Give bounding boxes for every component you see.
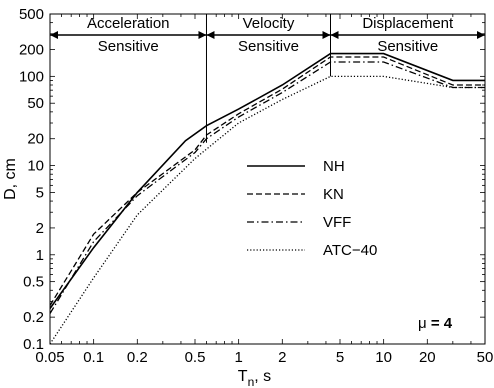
y-tick-label: 1	[36, 247, 44, 264]
y-tick-label: 0.5	[23, 274, 44, 291]
y-tick-label: 500	[19, 6, 44, 23]
plot-frame	[49, 13, 486, 345]
x-tick-label: 0.5	[185, 349, 206, 366]
region-arrowhead	[477, 31, 485, 39]
x-tick-label: 0.05	[35, 349, 64, 366]
x-tick-label: 0.1	[83, 349, 104, 366]
x-tick-label: 1	[234, 349, 242, 366]
y-tick-label: 2	[36, 220, 44, 237]
series-line-kn	[50, 56, 485, 306]
x-axis-label-subscript: n	[248, 375, 255, 388]
y-tick-label: 0.2	[23, 309, 44, 326]
region-label-line2: Sensitive	[377, 38, 438, 55]
mu-annotation: μ = 4	[418, 315, 453, 332]
x-tick-label: 0.2	[127, 349, 148, 366]
region-arrowhead	[50, 31, 58, 39]
series-line-atc-40	[50, 75, 485, 344]
legend: NH KN VFF ATC−40	[247, 158, 377, 259]
y-tick-label: 10	[27, 158, 44, 175]
region-arrowhead	[206, 31, 215, 39]
region-label-line2: Sensitive	[238, 38, 299, 55]
x-tick-label: 5	[336, 349, 344, 366]
region-arrowhead	[322, 31, 331, 39]
x-tick-label: 10	[375, 349, 392, 366]
series-line-nh	[50, 52, 485, 309]
legend-label: VFF	[323, 214, 351, 231]
series-group	[50, 52, 485, 344]
legend-label: NH	[323, 158, 345, 175]
series	[50, 52, 485, 344]
y-tick-label: 0.1	[23, 336, 44, 353]
mu-symbol: μ	[418, 315, 427, 332]
region-arrowhead	[198, 31, 207, 39]
y-tick-label: 200	[19, 42, 44, 59]
legend-label: KN	[323, 186, 344, 203]
region-label-line1: Displacement	[362, 15, 454, 32]
x-axis-label: Tn, s	[238, 368, 271, 388]
mu-value: = 4	[427, 315, 453, 332]
x-tick-label: 50	[477, 349, 494, 366]
series-line-vff	[50, 61, 485, 314]
region-label-line2: Sensitive	[98, 38, 159, 55]
x-axis-label-main: T	[238, 368, 248, 385]
region-arrowhead	[330, 31, 339, 39]
y-tick-label: 20	[27, 131, 44, 148]
region-label-line1: Acceleration	[87, 15, 170, 32]
legend-label: ATC−40	[323, 242, 377, 259]
x-tick-label: 20	[419, 349, 436, 366]
axes: 0.05 0.1 0.2 0.5 1 2 5 10 20 500.10.20.5125102050…	[19, 6, 493, 366]
y-tick-label: 100	[19, 68, 44, 85]
y-tick-label: 5	[36, 184, 44, 201]
x-axis-label-unit: , s	[254, 368, 271, 385]
x-tick-label: 2	[278, 349, 286, 366]
y-tick-label: 50	[27, 95, 44, 112]
region-label-line1: Velocity	[243, 15, 295, 32]
y-axis-label: D, cm	[2, 158, 19, 200]
sensitivity-regions: Acceleration Sensitive Velocity Sensitive Di…	[50, 14, 485, 143]
